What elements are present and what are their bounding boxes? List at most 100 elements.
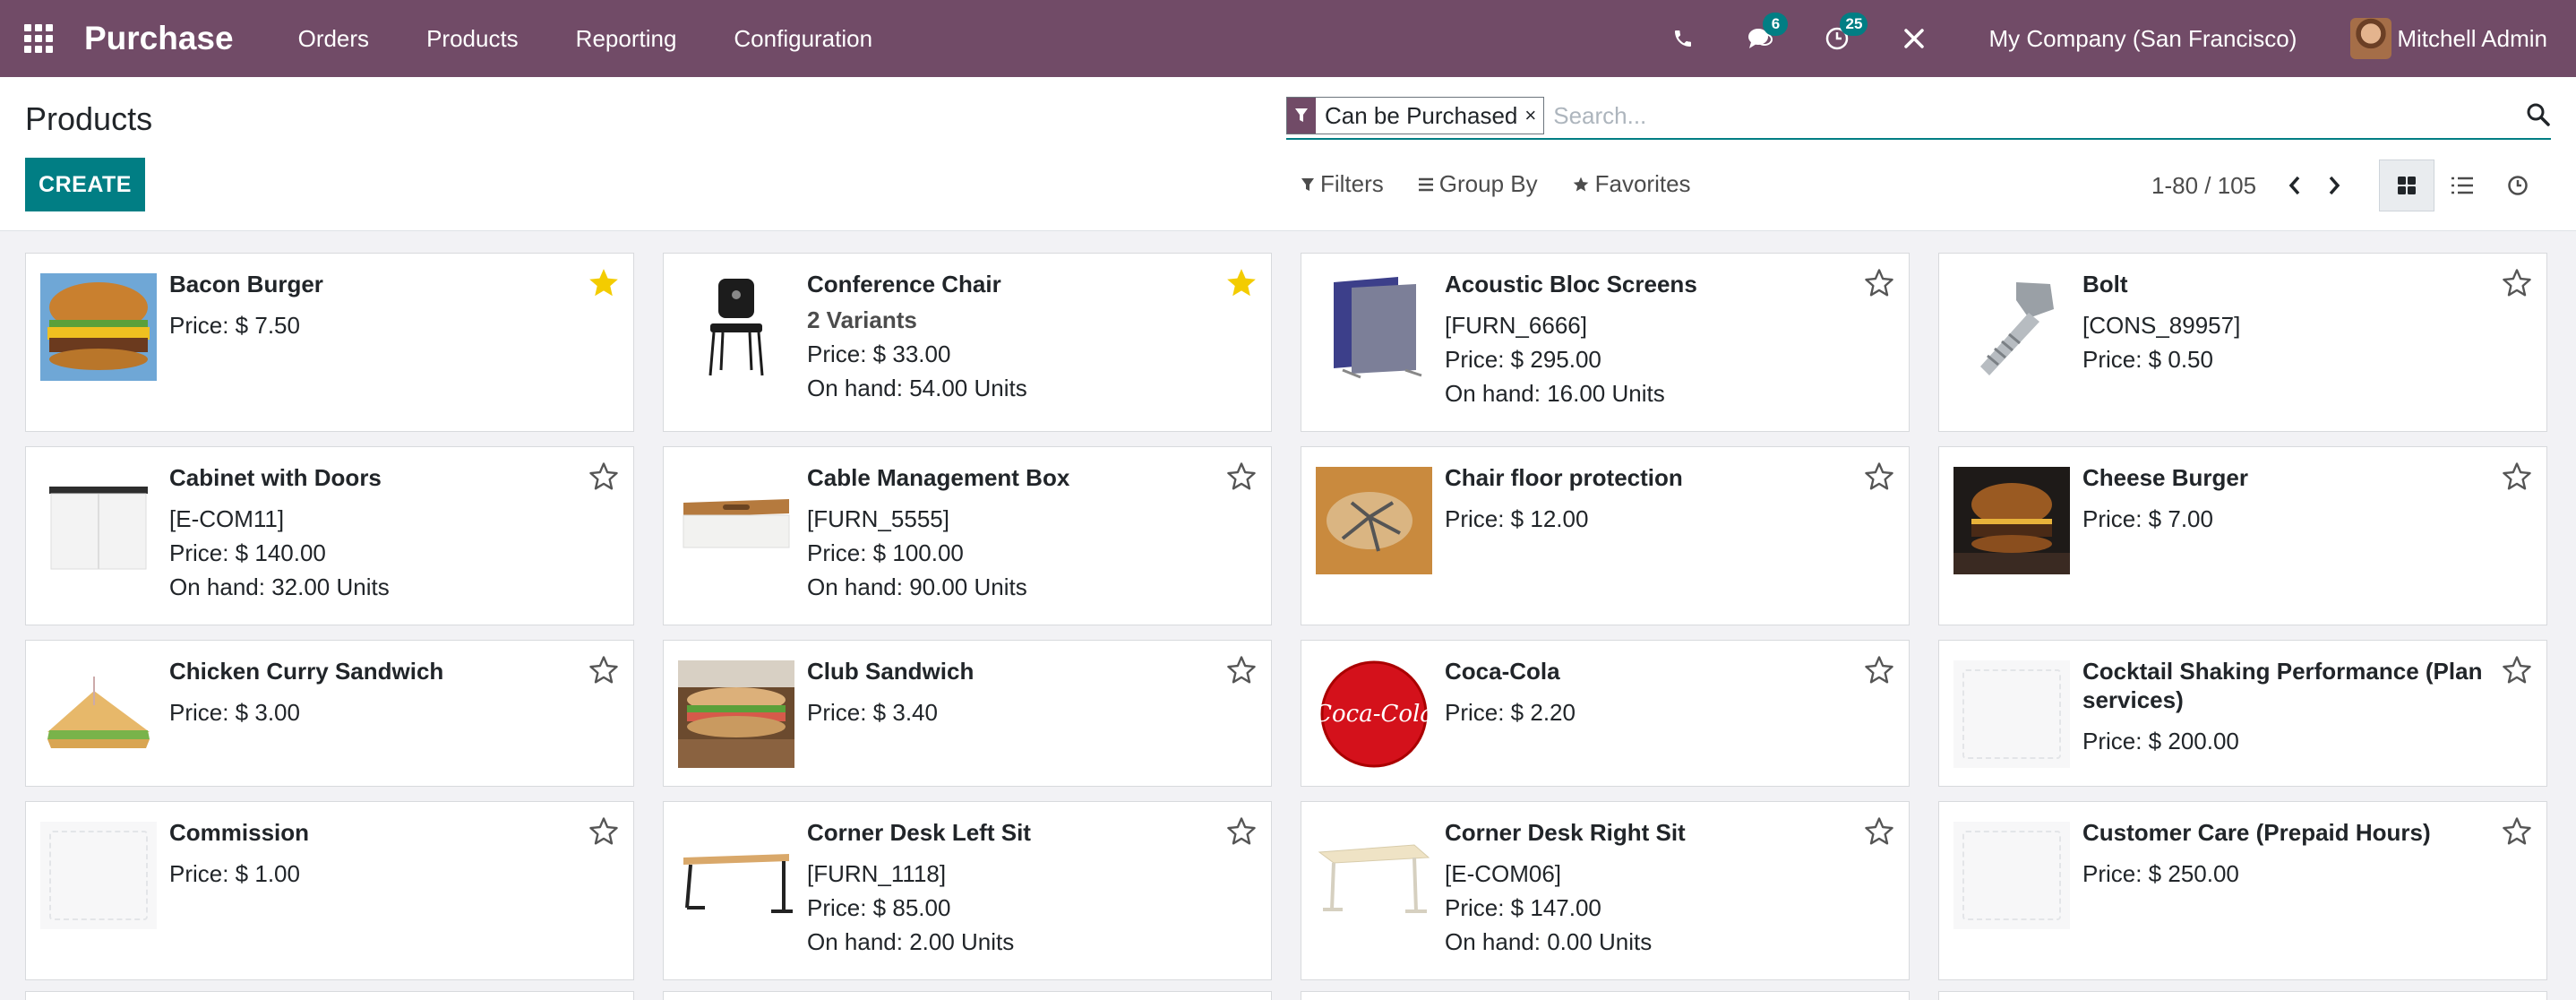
product-image — [1953, 467, 2070, 574]
star-icon[interactable] — [2500, 460, 2534, 494]
product-card[interactable]: Coca-Cola Coca-Cola Price: $ 2.20 — [1301, 640, 1910, 787]
product-reference: [E-COM11] — [169, 505, 285, 532]
product-name: Corner Desk Right Sit — [1445, 819, 1686, 846]
search-options: Filters Group By Favorites — [1301, 170, 1725, 198]
product-reference: [FURN_1118] — [807, 860, 947, 887]
filters-label: Filters — [1320, 170, 1384, 197]
product-card[interactable] — [1301, 991, 1910, 1000]
list-view-icon[interactable] — [2434, 159, 2490, 211]
user-menu[interactable]: Mitchell Admin — [2350, 18, 2547, 59]
product-card[interactable]: Cabinet with Doors [E-COM11] Price: $ 140.… — [25, 446, 634, 625]
product-name: Acoustic Bloc Screens — [1445, 271, 1697, 297]
product-on-hand: On hand: 2.00 Units — [807, 928, 1015, 955]
star-icon[interactable] — [1224, 815, 1258, 849]
product-name: Cable Management Box — [807, 464, 1070, 491]
product-price: Price: $ 0.50 — [2082, 346, 2213, 373]
company-switcher[interactable]: My Company (San Francisco) — [1988, 24, 2297, 52]
star-icon[interactable] — [2500, 266, 2534, 300]
product-card[interactable] — [25, 991, 634, 1000]
product-card[interactable]: Conference Chair 2 Variants Price: $ 33.00… — [663, 253, 1272, 432]
activities-count-badge: 25 — [1840, 13, 1868, 36]
product-name: Coca-Cola — [1445, 658, 1560, 685]
activity-view-icon[interactable] — [2490, 159, 2546, 211]
search-input[interactable] — [1553, 101, 2551, 130]
groupby-dropdown[interactable]: Group By — [1418, 170, 1538, 198]
kanban-view-icon[interactable] — [2379, 159, 2434, 211]
pager-previous-icon[interactable] — [2280, 170, 2310, 201]
search-icon[interactable] — [2526, 102, 2551, 132]
star-icon[interactable] — [1862, 266, 1896, 300]
product-name: Chair floor protection — [1445, 464, 1683, 491]
product-price: Price: $ 147.00 — [1445, 894, 1601, 921]
product-image — [1953, 273, 2070, 381]
product-details: Acoustic Bloc Screens [FURN_6666] Price: $… — [1445, 270, 1846, 406]
product-card[interactable]: Cocktail Shaking Performance (Plan servi… — [1938, 640, 2547, 787]
star-icon[interactable] — [587, 815, 621, 849]
messages-icon[interactable]: 6 — [1722, 0, 1799, 77]
app-brand[interactable]: Purchase — [84, 20, 234, 56]
star-icon[interactable] — [1862, 815, 1896, 849]
product-card[interactable]: Club Sandwich Price: $ 3.40 — [663, 640, 1272, 787]
product-details: Conference Chair 2 Variants Price: $ 33.00… — [807, 270, 1208, 401]
product-card[interactable] — [1938, 991, 2547, 1000]
product-name: Bolt — [2082, 271, 2128, 297]
product-name: Customer Care (Prepaid Hours) — [2082, 819, 2431, 846]
product-card[interactable] — [663, 991, 1272, 1000]
star-icon[interactable] — [1224, 460, 1258, 494]
product-card[interactable]: Corner Desk Left Sit [FURN_1118] Price: $ … — [663, 801, 1272, 980]
star-icon[interactable] — [1224, 653, 1258, 687]
phone-icon[interactable] — [1644, 0, 1722, 77]
product-card[interactable]: Customer Care (Prepaid Hours) Price: $ 25… — [1938, 801, 2547, 980]
product-reference: [CONS_89957] — [2082, 312, 2241, 339]
favorite-star-icon[interactable] — [587, 266, 621, 300]
product-price: Price: $ 1.00 — [169, 860, 300, 887]
view-switcher — [2379, 159, 2546, 211]
product-card[interactable]: Corner Desk Right Sit [E-COM06] Price: $ 1… — [1301, 801, 1910, 980]
product-card[interactable]: Cable Management Box [FURN_5555] Price: $ … — [663, 446, 1272, 625]
product-on-hand: On hand: 0.00 Units — [1445, 928, 1653, 955]
product-image — [1316, 273, 1432, 381]
systray: 6 25 My Company (San Francisco) Mitchell… — [1644, 0, 2576, 77]
star-icon[interactable] — [1862, 653, 1896, 687]
menu-configuration[interactable]: Configuration — [734, 25, 873, 52]
product-details: Chicken Curry Sandwich Price: $ 3.00 — [169, 657, 571, 725]
product-price: Price: $ 100.00 — [807, 539, 964, 566]
filters-dropdown[interactable]: Filters — [1301, 170, 1384, 198]
product-card[interactable]: Cheese Burger Price: $ 7.00 — [1938, 446, 2547, 625]
pager-value[interactable]: 1-80 / 105 — [2151, 171, 2257, 199]
product-image — [40, 822, 157, 929]
product-image — [678, 660, 794, 768]
product-on-hand: On hand: 32.00 Units — [169, 573, 390, 600]
star-icon[interactable] — [1862, 460, 1896, 494]
star-icon[interactable] — [2500, 815, 2534, 849]
control-panel: Products CREATE Can be Purchased × Filte… — [0, 77, 2576, 231]
product-name: Cheese Burger — [2082, 464, 2248, 491]
product-card[interactable]: Acoustic Bloc Screens [FURN_6666] Price: $… — [1301, 253, 1910, 432]
activities-clock-icon[interactable]: 25 — [1799, 0, 1876, 77]
star-icon[interactable] — [2500, 653, 2534, 687]
bars-icon — [1418, 177, 1434, 192]
pager-next-icon[interactable] — [2319, 170, 2349, 201]
product-image — [40, 273, 157, 381]
star-icon[interactable] — [587, 653, 621, 687]
menu-products[interactable]: Products — [426, 25, 519, 52]
product-card[interactable]: Bolt [CONS_89957] Price: $ 0.50 — [1938, 253, 2547, 432]
product-details: Corner Desk Right Sit [E-COM06] Price: $ 1… — [1445, 818, 1846, 954]
debug-tools-icon[interactable] — [1876, 0, 1953, 77]
apps-menu-icon[interactable] — [0, 0, 77, 77]
create-button[interactable]: CREATE — [25, 158, 145, 211]
product-details: Commission Price: $ 1.00 — [169, 818, 571, 886]
menu-reporting[interactable]: Reporting — [575, 25, 677, 52]
product-on-hand: On hand: 16.00 Units — [1445, 380, 1665, 407]
facet-remove-icon[interactable]: × — [1524, 104, 1537, 126]
star-icon[interactable] — [587, 460, 621, 494]
product-details: Cheese Burger Price: $ 7.00 — [2082, 463, 2484, 531]
product-card[interactable]: Commission Price: $ 1.00 — [25, 801, 634, 980]
favorites-dropdown[interactable]: Favorites — [1572, 170, 1691, 198]
product-card[interactable]: Chair floor protection Price: $ 12.00 — [1301, 446, 1910, 625]
product-name: Bacon Burger — [169, 271, 323, 297]
product-card[interactable]: Bacon Burger Price: $ 7.50 — [25, 253, 634, 432]
product-card[interactable]: Chicken Curry Sandwich Price: $ 3.00 — [25, 640, 634, 787]
favorite-star-icon[interactable] — [1224, 266, 1258, 300]
menu-orders[interactable]: Orders — [297, 25, 370, 52]
